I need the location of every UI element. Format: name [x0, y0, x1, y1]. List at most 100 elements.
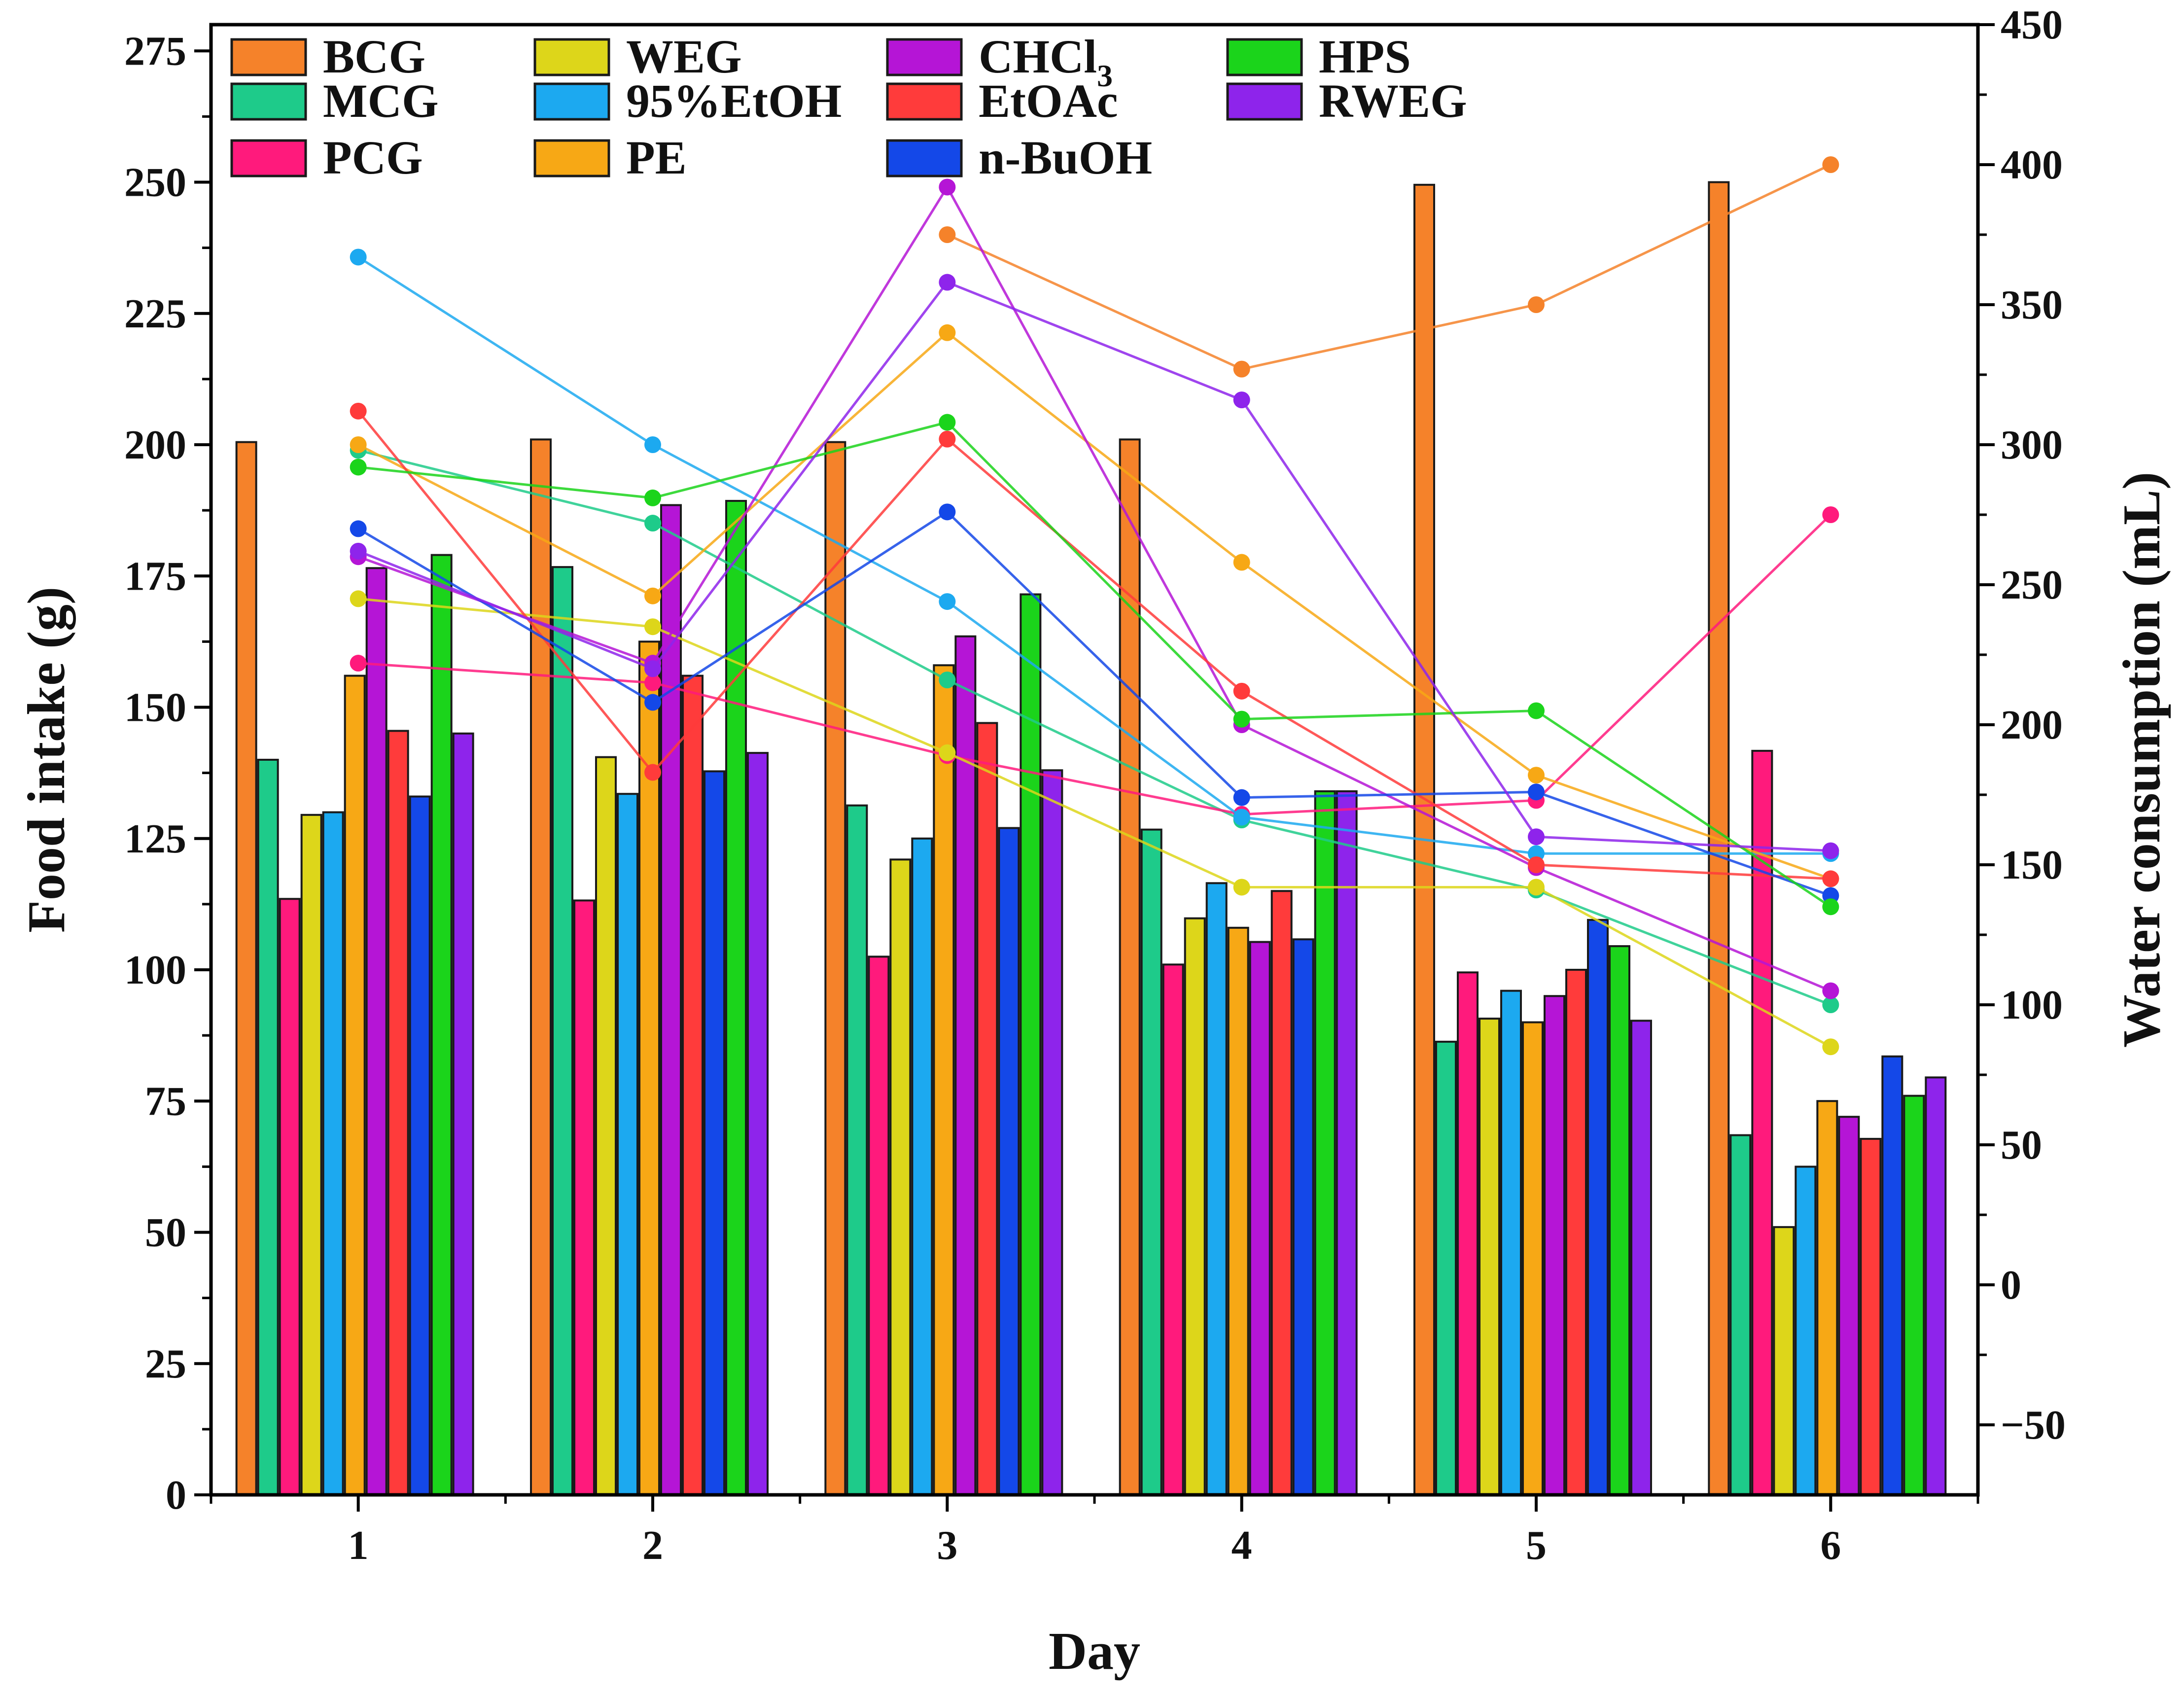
point-etoac-day-4 — [1233, 682, 1250, 700]
point-bcg-day-3 — [939, 226, 956, 243]
y-tick-label-25: 25 — [145, 1341, 186, 1387]
point-hps-day-6 — [1822, 898, 1839, 916]
bar-n-buoh-day-1 — [409, 795, 431, 1496]
point-bcg-day-4 — [1233, 360, 1250, 378]
point-pe-day-3 — [939, 324, 956, 341]
bar-95-etoh-day-1 — [322, 811, 344, 1496]
y-tick-label-125: 125 — [124, 816, 186, 862]
bar-etoac-day-3 — [976, 722, 998, 1496]
bar-pe-day-1 — [344, 674, 366, 1496]
point-etoac-day-1 — [350, 402, 367, 420]
bar-pe-day-5 — [1522, 1021, 1544, 1496]
point-pe-day-1 — [350, 436, 367, 453]
y2-tick-label-50: 50 — [2001, 1122, 2042, 1168]
point-hps-day-2 — [644, 489, 661, 506]
legend-label-bcg: BCG — [323, 30, 425, 83]
point-n-buoh-day-3 — [939, 503, 956, 521]
legend-swatch-pe — [533, 139, 610, 177]
y2-tick-label-250: 250 — [2001, 562, 2063, 608]
bar-rweg-day-1 — [452, 732, 474, 1496]
y2-tick-label--50: −50 — [2001, 1402, 2066, 1448]
bar-pe-day-4 — [1227, 926, 1249, 1496]
bar-mcg-day-5 — [1435, 1040, 1457, 1496]
line-pcg — [358, 514, 1832, 816]
bar-mcg-day-2 — [552, 566, 573, 1496]
line-mcg — [358, 449, 1832, 1006]
legend-label-mcg: MCG — [323, 74, 439, 127]
legend-label-hps: HPS — [1319, 30, 1411, 83]
point-pe-day-2 — [644, 587, 661, 604]
bar-hps-day-3 — [1020, 593, 1042, 1496]
point-bcg-day-5 — [1528, 296, 1545, 313]
x-tick-label-5: 5 — [1526, 1522, 1547, 1568]
legend-label-rweg: RWEG — [1319, 74, 1467, 127]
bar-weg-day-4 — [1184, 917, 1206, 1496]
y2-tick-label-350: 350 — [2001, 282, 2063, 328]
point-rweg-day-1 — [350, 542, 367, 560]
bar-hps-day-4 — [1314, 790, 1336, 1496]
point-mcg-day-6 — [1822, 996, 1839, 1013]
bar-bcg-day-1 — [235, 441, 257, 1496]
x-axis-title: Day — [1049, 1622, 1140, 1681]
legend-label-95-etoh: 95%EtOH — [626, 74, 842, 127]
line-n-buoh — [357, 510, 1832, 897]
legend-swatch-mcg — [230, 82, 307, 121]
line-etoac — [357, 410, 1831, 880]
bar-weg-day-5 — [1479, 1018, 1500, 1496]
bar-chcl3-day-1 — [365, 567, 387, 1496]
bar-bcg-day-3 — [824, 441, 846, 1496]
point-hps-day-1 — [350, 459, 367, 476]
bar-weg-day-2 — [595, 756, 617, 1496]
point-weg-day-1 — [350, 590, 367, 607]
point-95-etoh-day-3 — [939, 593, 956, 610]
point-rweg-day-3 — [939, 274, 956, 291]
y2-tick-label-300: 300 — [2001, 422, 2063, 468]
bar-rweg-day-6 — [1925, 1076, 1947, 1496]
bar-pcg-day-5 — [1457, 971, 1479, 1496]
y2-tick-label-150: 150 — [2001, 842, 2063, 888]
bar-95-etoh-day-2 — [617, 793, 638, 1496]
point-pcg-day-2 — [644, 674, 661, 691]
bar-rweg-day-3 — [1041, 769, 1063, 1496]
bar-chcl3-day-3 — [954, 635, 977, 1496]
bar-hps-day-5 — [1609, 945, 1630, 1496]
bar-rweg-day-2 — [747, 752, 769, 1496]
point-mcg-day-2 — [644, 515, 661, 532]
point-95-etoh-day-1 — [350, 248, 367, 266]
line-hps — [358, 421, 1832, 908]
point-rweg-day-5 — [1528, 828, 1545, 846]
point-chcl3-day-6 — [1822, 982, 1839, 999]
bar-rweg-day-4 — [1336, 790, 1358, 1496]
legend-label-etoac: EtOAc — [979, 74, 1118, 127]
point-n-buoh-day-4 — [1233, 789, 1250, 806]
point-etoac-day-6 — [1822, 870, 1839, 887]
bar-n-buoh-day-3 — [998, 827, 1020, 1496]
y-tick-label-175: 175 — [124, 553, 186, 599]
point-weg-day-2 — [644, 618, 661, 636]
line-pe — [357, 331, 1832, 880]
bar-pcg-day-3 — [868, 955, 890, 1496]
point-etoac-day-5 — [1528, 856, 1545, 873]
bar-95-etoh-day-3 — [911, 837, 933, 1496]
legend-swatch-n-buoh — [886, 139, 963, 177]
y2-tick-label-100: 100 — [2001, 982, 2063, 1028]
point-hps-day-5 — [1528, 702, 1545, 719]
point-weg-day-4 — [1233, 879, 1250, 896]
bar-pcg-day-2 — [573, 899, 595, 1496]
legend-swatch-bcg — [230, 38, 307, 76]
bar-weg-day-6 — [1773, 1226, 1795, 1496]
bar-etoac-day-5 — [1565, 969, 1587, 1496]
bar-mcg-day-1 — [257, 759, 279, 1496]
bar-bcg-day-2 — [530, 438, 552, 1496]
y-tick-label-200: 200 — [124, 422, 186, 468]
y2-tick-label-0: 0 — [2001, 1262, 2021, 1308]
point-chcl3-day-3 — [939, 178, 956, 196]
bar-n-buoh-day-2 — [704, 770, 725, 1496]
bar-n-buoh-day-4 — [1292, 938, 1314, 1496]
legend-swatch-hps — [1226, 38, 1303, 76]
point-weg-day-3 — [939, 744, 956, 761]
bar-weg-day-3 — [889, 858, 912, 1496]
bar-pcg-day-1 — [279, 898, 301, 1496]
y2-tick-label-450: 450 — [2001, 2, 2063, 48]
